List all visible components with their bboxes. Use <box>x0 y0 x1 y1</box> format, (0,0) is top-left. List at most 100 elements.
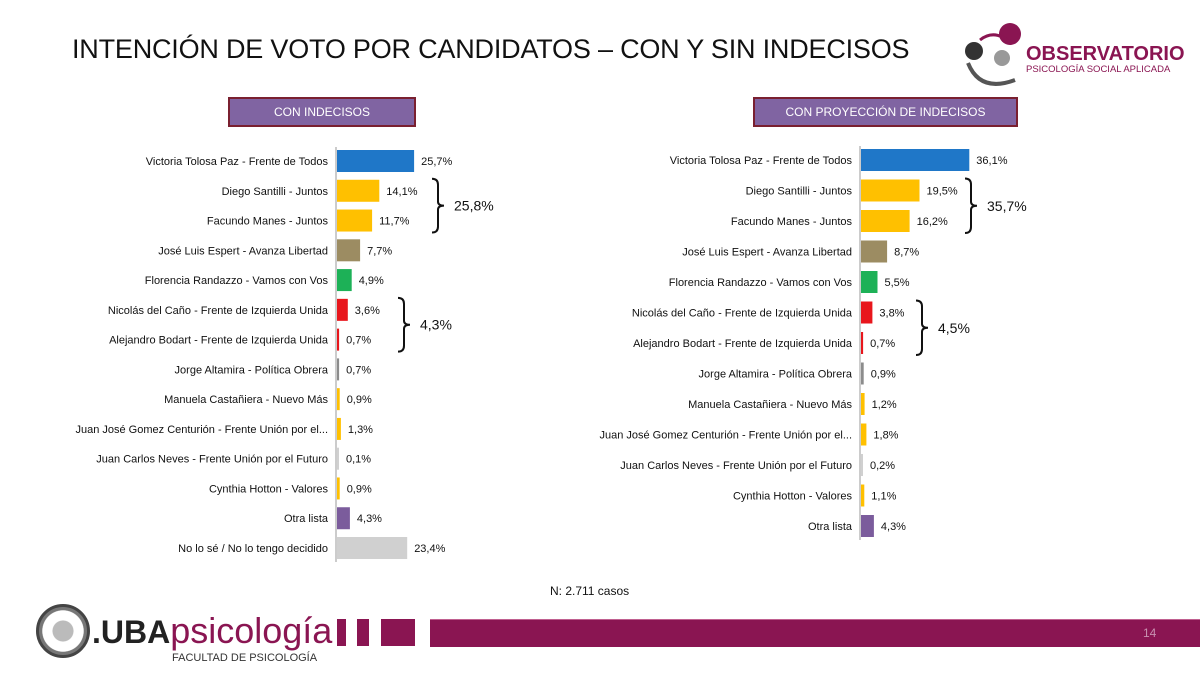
data-label: 4,3% <box>881 521 906 533</box>
bracket-total: 4,3% <box>420 317 452 333</box>
category-label: José Luis Espert - Avanza Libertad <box>682 247 852 259</box>
bar <box>337 507 350 530</box>
data-label: 4,3% <box>357 513 382 525</box>
uba-seal-icon <box>36 604 90 658</box>
data-label: 11,7% <box>379 216 410 228</box>
data-label: 1,2% <box>872 399 897 411</box>
bar <box>861 362 864 385</box>
data-label: 16,2% <box>917 216 948 228</box>
bar <box>337 417 341 440</box>
data-label: 0,2% <box>870 460 895 472</box>
category-label: Nicolás del Caño - Frente de Izquierda U… <box>632 308 853 320</box>
bar <box>861 240 888 263</box>
bar <box>861 393 865 415</box>
data-label: 0,9% <box>347 394 372 406</box>
bar <box>337 209 373 232</box>
data-label: 23,4% <box>414 543 445 555</box>
category-label: Jorge Altamira - Política Obrera <box>699 369 853 381</box>
bar <box>861 423 867 446</box>
category-label: Diego Santilli - Juntos <box>222 186 329 198</box>
bar <box>337 477 340 500</box>
data-label: 5,5% <box>885 277 910 289</box>
data-label: 3,8% <box>879 308 904 320</box>
bar <box>337 328 340 351</box>
data-label: 0,9% <box>347 483 372 495</box>
data-label: 1,3% <box>348 424 373 436</box>
chart-header-con-indecisos: CON INDECISOS <box>228 97 416 127</box>
bar <box>861 210 910 232</box>
category-label: Florencia Randazzo - Vamos con Vos <box>145 275 329 287</box>
bracket-total: 35,7% <box>987 198 1027 214</box>
data-label: 4,9% <box>359 275 384 287</box>
category-label: Otra lista <box>284 513 329 525</box>
observatorio-logo: OBSERVATORIO PSICOLOGÍA SOCIAL APLICADA <box>960 18 1200 93</box>
data-label: 7,7% <box>367 245 392 257</box>
data-label: 0,7% <box>346 364 371 376</box>
bar <box>337 358 340 381</box>
chart-header-proyeccion: CON PROYECCIÓN DE INDECISOS <box>753 97 1018 127</box>
bar <box>337 537 408 560</box>
category-label: Juan José Gomez Centurión - Frente Unión… <box>599 430 852 442</box>
footer-block <box>337 619 346 646</box>
bar <box>861 179 920 202</box>
data-label: 19,5% <box>927 186 958 198</box>
category-label: Juan José Gomez Centurión - Frente Unión… <box>75 424 328 436</box>
category-label: Facundo Manes - Juntos <box>731 216 853 228</box>
bar <box>337 388 340 411</box>
svg-text:OBSERVATORIO: OBSERVATORIO <box>1026 43 1185 65</box>
bar <box>337 447 339 470</box>
category-label: Facundo Manes - Juntos <box>207 216 329 228</box>
footer-block <box>357 619 369 646</box>
bar <box>861 484 865 507</box>
category-label: José Luis Espert - Avanza Libertad <box>158 245 328 257</box>
category-label: Juan Carlos Neves - Frente Unión por el … <box>620 460 852 472</box>
category-label: Nicolás del Caño - Frente de Izquierda U… <box>108 305 329 317</box>
uba-faculty: FACULTAD DE PSICOLOGÍA <box>172 652 318 664</box>
bar <box>861 515 874 537</box>
charts: Victoria Tolosa Paz - Frente de Todos 25,… <box>75 146 1027 563</box>
category-label: Victoria Tolosa Paz - Frente de Todos <box>146 156 329 168</box>
data-label: 0,1% <box>346 454 371 466</box>
bracket <box>964 177 978 234</box>
page-title: INTENCIÓN DE VOTO POR CANDIDATOS – CON Y… <box>72 34 910 64</box>
data-label: 25,7% <box>421 156 452 168</box>
category-label: Alejandro Bodart - Frente de Izquierda U… <box>633 338 853 350</box>
category-label: Juan Carlos Neves - Frente Unión por el … <box>96 454 328 466</box>
category-label: Manuela Castañiera - Nuevo Más <box>164 394 328 406</box>
svg-text:PSICOLOGÍA SOCIAL APLICADA: PSICOLOGÍA SOCIAL APLICADA <box>1026 64 1171 75</box>
footer-bar <box>430 619 1200 647</box>
category-label: Otra lista <box>808 521 853 533</box>
bar <box>337 150 415 172</box>
bar <box>861 271 878 293</box>
category-label: No lo sé / No lo tengo decidido <box>178 543 328 555</box>
bar <box>337 239 361 262</box>
page-number: 14 <box>1143 626 1157 640</box>
uba-logo: .UBApsicología <box>92 610 333 651</box>
data-label: 14,1% <box>386 186 417 198</box>
bracket <box>915 299 929 356</box>
bar <box>337 298 348 321</box>
footer-block <box>381 619 415 646</box>
data-label: 3,6% <box>355 305 380 317</box>
bar <box>337 269 352 292</box>
category-label: Manuela Castañiera - Nuevo Más <box>688 399 852 411</box>
bar <box>861 332 864 354</box>
bar <box>861 454 863 476</box>
data-label: 0,7% <box>346 335 371 347</box>
bar <box>861 301 873 324</box>
category-label: Diego Santilli - Juntos <box>746 186 853 198</box>
data-label: 1,8% <box>873 430 898 442</box>
data-label: 0,7% <box>870 338 895 350</box>
data-label: 0,9% <box>871 369 896 381</box>
bracket <box>397 296 411 353</box>
bracket-total: 25,8% <box>454 198 494 214</box>
data-label: 8,7% <box>894 247 919 259</box>
bar <box>337 179 380 202</box>
bar <box>861 149 970 171</box>
category-label: Florencia Randazzo - Vamos con Vos <box>669 277 853 289</box>
category-label: Cynthia Hotton - Valores <box>209 483 329 495</box>
category-label: Cynthia Hotton - Valores <box>733 491 853 503</box>
bracket-total: 4,5% <box>938 320 970 336</box>
sample-size: N: 2.711 casos <box>550 584 630 598</box>
